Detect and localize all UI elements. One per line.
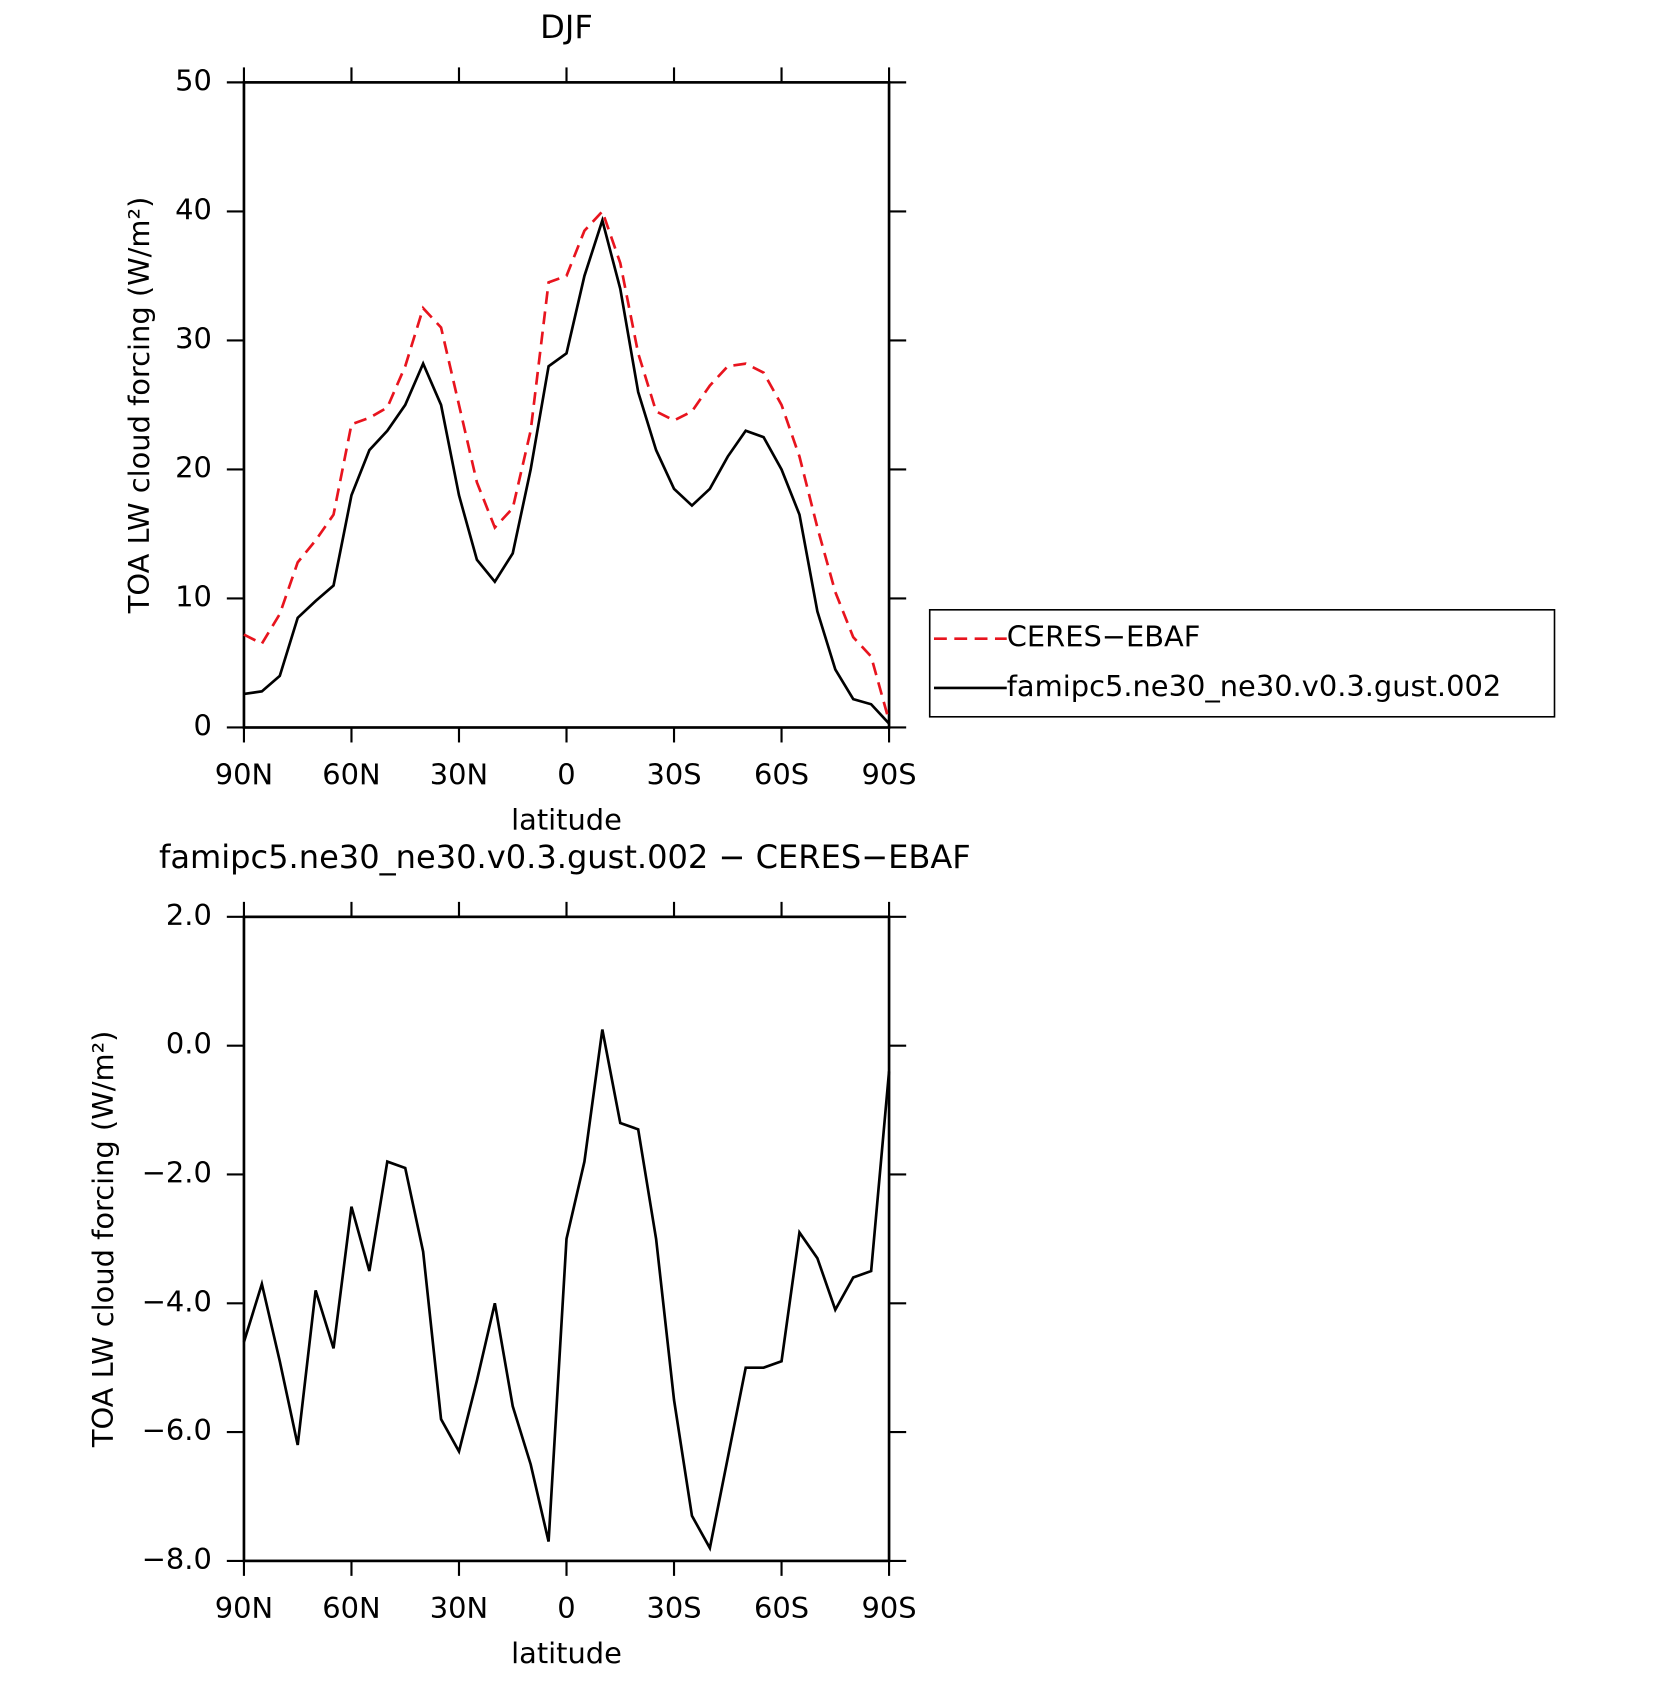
- y-tick-label: 0: [193, 708, 211, 742]
- chart-title: DJF: [540, 8, 593, 46]
- x-axis-label: latitude: [511, 803, 622, 837]
- x-axis-label: latitude: [511, 1636, 622, 1670]
- plot-frame: [242, 81, 891, 729]
- data-line: [243, 215, 891, 725]
- x-tick-label: 60N: [322, 1591, 380, 1625]
- x-tick-label: 0: [557, 758, 575, 792]
- x-tick-label: 0: [557, 1591, 575, 1625]
- y-tick-label: −8.0: [142, 1542, 212, 1576]
- legend-label: famipc5.ne30_ne30.v0.3.gust.002: [1007, 669, 1501, 703]
- y-tick-label: 50: [175, 63, 212, 97]
- x-tick-label: 90N: [215, 1591, 273, 1625]
- x-tick-label: 90S: [862, 1591, 917, 1625]
- data-line: [242, 1029, 891, 1552]
- x-tick-label: 30N: [430, 758, 488, 792]
- x-tick-label: 90S: [862, 758, 917, 792]
- y-axis-label: TOA LW cloud forcing (W/m²): [122, 197, 156, 615]
- y-tick-label: 30: [175, 321, 212, 355]
- x-tick-label: 30S: [646, 1591, 701, 1625]
- y-tick-label: 10: [175, 579, 212, 613]
- x-tick-label: 30S: [646, 758, 701, 792]
- x-tick-label: 90N: [215, 758, 273, 792]
- y-axis-label: TOA LW cloud forcing (W/m²): [86, 1031, 120, 1449]
- x-tick-label: 60S: [754, 1591, 809, 1625]
- y-tick-label: −4.0: [142, 1284, 212, 1318]
- y-tick-label: 0.0: [166, 1027, 212, 1061]
- x-tick-label: 60S: [754, 758, 809, 792]
- y-tick-label: 40: [175, 192, 212, 226]
- y-tick-label: −2.0: [142, 1155, 212, 1189]
- legend-box: [928, 609, 1556, 718]
- legend-label: CERES−EBAF: [1007, 620, 1201, 654]
- chart-title: famipc5.ne30_ne30.v0.3.gust.002 − CERES−…: [159, 838, 971, 876]
- data-line: [243, 208, 891, 722]
- y-tick-label: 2.0: [166, 898, 212, 932]
- x-tick-label: 60N: [322, 758, 380, 792]
- x-tick-label: 30N: [430, 1591, 488, 1625]
- y-tick-label: 20: [175, 450, 212, 484]
- y-tick-label: −6.0: [142, 1413, 212, 1447]
